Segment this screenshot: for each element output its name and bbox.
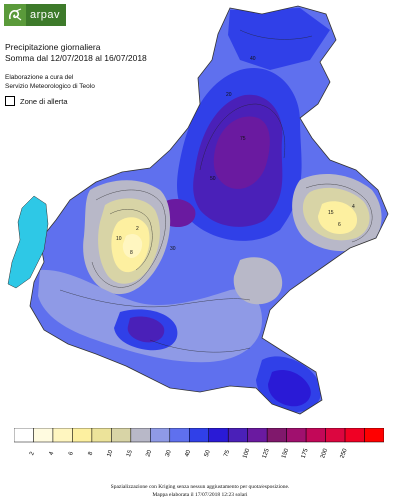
legend-label: 75	[223, 449, 231, 458]
legend-label: 8	[88, 450, 95, 456]
legend-swatch	[72, 428, 93, 443]
legend-label: 6	[68, 450, 75, 456]
contour-label: 8	[130, 250, 133, 256]
credit-line-2: Servizio Meteorologico di Teolo	[5, 83, 95, 90]
legend-swatch	[130, 428, 151, 443]
contour-label: 10	[116, 236, 122, 242]
logo-text: arpav	[30, 9, 61, 21]
legend-label: 50	[204, 449, 212, 458]
legend-swatch	[150, 428, 171, 443]
contour-label: 30	[170, 246, 176, 252]
footer-note: Spazializzazione con Kriging senza nessu…	[110, 484, 290, 490]
lake-garda	[7, 195, 49, 289]
legend-swatch	[325, 428, 346, 443]
legend-swatch	[111, 428, 132, 443]
contour-label: 75	[240, 136, 246, 142]
legend-swatch	[14, 428, 34, 443]
footer-date: Mappa elaborata il 17/07/2018 12:23 sola…	[152, 492, 248, 498]
precipitation-legend: 2 4 6 8 10 15 20 30 40 50 75 100 125 150 175 200 250	[14, 428, 384, 458]
contour-label: 6	[338, 222, 341, 228]
legend-label: 200	[320, 447, 329, 458]
legend-swatch	[286, 428, 307, 443]
legend-swatch	[91, 428, 112, 443]
legend-label: 2	[29, 450, 36, 456]
legend-label: 175	[301, 447, 310, 458]
precipitation-map: 20 40 30 50 75 10 15 8 6 4 2	[7, 5, 389, 415]
contour-label: 40	[250, 56, 256, 62]
legend-swatch	[33, 428, 54, 443]
alert-zone-label: Zone di allerta	[20, 96, 68, 106]
credit-line-1: Elaborazione a cura del	[5, 74, 74, 81]
legend-label: 10	[106, 449, 114, 458]
legend-swatch	[266, 428, 287, 443]
contour-label: 50	[210, 176, 216, 182]
legend-swatch	[247, 428, 268, 443]
alert-zones-legend: Zone di allerta	[5, 96, 68, 106]
contour-label: 4	[352, 204, 355, 210]
legend-label: 30	[165, 449, 173, 458]
legend-label: 15	[126, 449, 134, 458]
legend-label: 125	[262, 447, 271, 458]
legend-swatch	[227, 428, 248, 443]
ram-logo-icon	[4, 4, 26, 26]
map-header: arpav Precipitazione giornaliera Somma d…	[0, 0, 400, 120]
legend-label: 100	[242, 447, 251, 458]
arpav-logo: arpav	[4, 4, 66, 26]
legend-swatch	[169, 428, 190, 443]
legend-swatch	[364, 428, 384, 443]
map-subtitle: Somma dal 12/07/2018 al 16/07/2018	[5, 53, 147, 63]
map-title: Precipitazione giornaliera	[5, 42, 101, 52]
legend-swatch	[189, 428, 209, 443]
contour-label: 20	[226, 92, 232, 98]
legend-label: 40	[184, 449, 192, 458]
contour-label: 15	[328, 210, 334, 216]
legend-label: 150	[281, 447, 290, 458]
legend-swatch	[52, 428, 73, 443]
legend-swatch	[208, 428, 229, 443]
legend-swatch	[344, 428, 365, 443]
legend-label: 20	[145, 449, 153, 458]
legend-swatch	[305, 428, 326, 443]
region-border	[29, 5, 389, 415]
contour-label: 2	[136, 226, 139, 232]
legend-label: 4	[49, 450, 56, 456]
alert-zone-swatch	[5, 96, 15, 106]
legend-label: 250	[340, 447, 349, 458]
